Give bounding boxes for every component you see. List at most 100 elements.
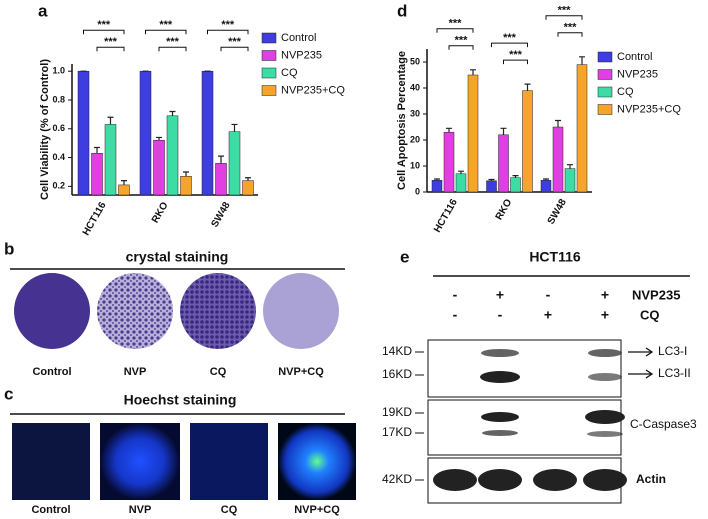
significance-bracket	[158, 46, 187, 52]
y-tick-label: 1.0	[52, 66, 65, 76]
error-bar	[169, 110, 176, 116]
band	[583, 469, 627, 491]
size-marker: 42KD	[382, 472, 412, 486]
band	[588, 373, 622, 381]
legend-swatch	[597, 51, 613, 63]
image-label: CQ	[221, 504, 238, 516]
band	[588, 349, 622, 357]
panel-letter: a	[38, 1, 48, 20]
blot	[427, 399, 622, 456]
bar	[153, 140, 165, 196]
y-tick-label: 10	[410, 160, 420, 170]
panel-e: e HCT116 - + - + NVP235 - - + + CQ 14KD 16KD LC3-I LC…	[382, 247, 697, 504]
legend-label: NVP235+CQ	[617, 103, 681, 115]
size-marker: 14KD	[382, 344, 412, 358]
y-tick-label: 0.2	[52, 181, 65, 191]
significance-bracket	[545, 15, 583, 20]
bar	[576, 64, 588, 193]
error-bar	[218, 155, 224, 164]
band-label: Actin	[636, 472, 666, 486]
legend-label: Control	[617, 51, 652, 63]
x-tick-label: HCT116	[81, 200, 109, 238]
image-label: CQ	[210, 366, 227, 378]
bar	[455, 173, 467, 193]
panel-letter: d	[397, 1, 407, 20]
y-tick-label: 30	[410, 108, 420, 118]
error-bar	[567, 164, 573, 169]
treatment-mark: -	[453, 307, 458, 323]
error-bar	[458, 170, 464, 174]
well-image	[97, 273, 173, 349]
y-tick-label: 0.4	[52, 152, 65, 162]
size-marker: 16KD	[382, 367, 412, 381]
arrow	[628, 369, 654, 379]
well-image	[263, 273, 339, 349]
significance-label: ***	[166, 36, 180, 48]
well-image	[180, 273, 256, 349]
significance-label: ***	[228, 36, 242, 48]
bar	[91, 153, 103, 196]
legend-label: CQ	[281, 67, 298, 79]
band-label: LC3-II	[658, 366, 691, 380]
bar	[215, 163, 227, 196]
y-tick-label: 0.8	[52, 94, 65, 104]
error-bar	[121, 180, 127, 185]
legend-label: NVP235	[281, 49, 322, 61]
error-bar	[543, 178, 549, 181]
legend-swatch	[261, 67, 277, 79]
significance-label: ***	[455, 35, 469, 47]
significance-label: ***	[564, 22, 578, 34]
error-bar	[107, 116, 114, 125]
error-bar	[470, 69, 476, 75]
chart: a Cell Viability (% of Control) 0.2 0.4 0.6 0…	[38, 1, 345, 237]
bar	[242, 180, 254, 196]
treatment-mark: +	[544, 307, 552, 323]
error-bar	[500, 127, 507, 135]
bar	[166, 115, 179, 196]
error-bar	[555, 119, 561, 127]
legend-swatch	[261, 85, 277, 96]
bar	[431, 180, 443, 193]
error-bar	[245, 177, 251, 181]
blot	[427, 339, 622, 398]
significance-bracket	[220, 46, 249, 52]
bar	[510, 177, 521, 193]
significance-bracket	[436, 28, 474, 33]
bar	[118, 184, 130, 196]
band	[585, 410, 625, 424]
x-tick-label: RKO	[494, 197, 515, 222]
x-tick-label: SW48	[546, 197, 569, 226]
panel-c: c Hoechst staining Control NVP CQ NVP+CQ	[4, 384, 356, 516]
chart: d Cell Apoptosis Percentage 0 10 20 30 40 50 HCT…	[396, 1, 681, 234]
bar	[498, 134, 509, 193]
legend-label: CQ	[617, 86, 634, 98]
error-bar	[156, 136, 162, 141]
legend-swatch	[597, 104, 613, 115]
image-label: Control	[32, 366, 71, 378]
y-tick-label: 0.6	[52, 123, 65, 133]
arrow	[628, 347, 654, 357]
band	[478, 469, 522, 491]
x-tick-label: RKO	[150, 200, 171, 225]
bar	[540, 180, 552, 193]
error-bar	[231, 123, 238, 132]
y-tick-label: 40	[410, 82, 420, 92]
y-tick-label: 20	[410, 134, 420, 144]
error-bar	[446, 127, 452, 133]
treatment-mark: +	[601, 287, 609, 303]
significance-label: ***	[104, 36, 118, 48]
significance-bracket	[491, 42, 528, 48]
band	[481, 412, 519, 422]
image-label: NVP+CQ	[278, 366, 324, 378]
significance-label: ***	[159, 19, 173, 31]
significance-bracket	[503, 59, 528, 65]
treatment-name: CQ	[640, 307, 660, 322]
error-bar	[512, 175, 519, 178]
significance-bracket	[96, 46, 125, 52]
significance-label: ***	[97, 19, 111, 31]
error-bar	[434, 178, 440, 181]
significance-label: ***	[509, 49, 523, 61]
band	[482, 430, 518, 436]
error-bar	[183, 171, 189, 177]
